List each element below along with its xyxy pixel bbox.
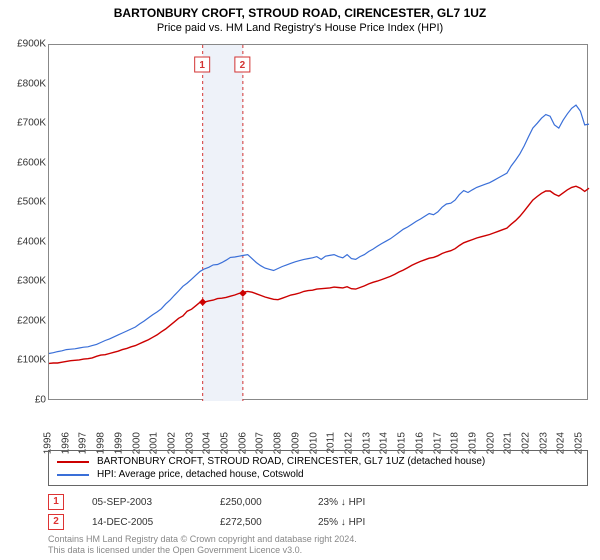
y-tick-label: £500K [6, 197, 46, 208]
y-tick-label: £900K [6, 39, 46, 50]
sales-row: 1 05-SEP-2003 £250,000 23% ↓ HPI [48, 492, 398, 512]
legend: BARTONBURY CROFT, STROUD ROAD, CIRENCEST… [48, 450, 588, 486]
footnote-line: This data is licensed under the Open Gov… [48, 545, 357, 556]
svg-text:1: 1 [199, 60, 205, 71]
sale-marker-1: 1 [48, 494, 64, 510]
chart-title: BARTONBURY CROFT, STROUD ROAD, CIRENCEST… [0, 0, 600, 20]
y-tick-label: £800K [6, 78, 46, 89]
chart-container: BARTONBURY CROFT, STROUD ROAD, CIRENCEST… [0, 0, 600, 560]
legend-swatch-hpi [57, 474, 89, 476]
footnote: Contains HM Land Registry data © Crown c… [48, 534, 357, 556]
sale-price: £250,000 [220, 497, 290, 508]
plot-area: 12 [48, 44, 588, 400]
legend-item-hpi: HPI: Average price, detached house, Cots… [57, 468, 579, 481]
y-tick-label: £700K [6, 118, 46, 129]
footnote-line: Contains HM Land Registry data © Crown c… [48, 534, 357, 545]
y-tick-label: £100K [6, 355, 46, 366]
sale-date: 05-SEP-2003 [92, 497, 192, 508]
sale-price: £272,500 [220, 517, 290, 528]
legend-swatch-property [57, 461, 89, 463]
sale-pct: 23% ↓ HPI [318, 497, 398, 508]
y-tick-label: £200K [6, 315, 46, 326]
y-tick-label: £600K [6, 157, 46, 168]
legend-item-property: BARTONBURY CROFT, STROUD ROAD, CIRENCEST… [57, 455, 579, 468]
sale-pct: 25% ↓ HPI [318, 517, 398, 528]
sale-date: 14-DEC-2005 [92, 517, 192, 528]
y-tick-label: £300K [6, 276, 46, 287]
legend-label-hpi: HPI: Average price, detached house, Cots… [97, 469, 304, 480]
plot-svg: 12 [49, 45, 587, 399]
legend-label-property: BARTONBURY CROFT, STROUD ROAD, CIRENCEST… [97, 456, 485, 467]
sales-table: 1 05-SEP-2003 £250,000 23% ↓ HPI 2 14-DE… [48, 492, 398, 532]
sale-marker-2: 2 [48, 514, 64, 530]
svg-text:2: 2 [240, 60, 246, 71]
y-tick-label: £0 [6, 395, 46, 406]
sales-row: 2 14-DEC-2005 £272,500 25% ↓ HPI [48, 512, 398, 532]
chart-subtitle: Price paid vs. HM Land Registry's House … [0, 20, 600, 38]
y-tick-label: £400K [6, 236, 46, 247]
